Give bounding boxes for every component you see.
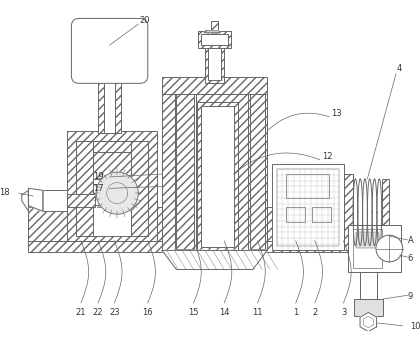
- Polygon shape: [96, 172, 138, 214]
- Bar: [277, 169, 339, 246]
- Bar: [382, 179, 389, 246]
- Text: 17: 17: [93, 184, 103, 193]
- Polygon shape: [204, 31, 221, 33]
- Text: 9: 9: [408, 292, 413, 301]
- Text: 1: 1: [293, 308, 298, 317]
- Bar: [76, 141, 148, 236]
- Text: 4: 4: [396, 64, 402, 73]
- Bar: [344, 174, 353, 251]
- Bar: [176, 85, 194, 248]
- Text: 20: 20: [140, 16, 150, 25]
- Bar: [353, 230, 382, 267]
- Bar: [93, 152, 131, 179]
- Text: A: A: [407, 236, 413, 245]
- Polygon shape: [22, 190, 29, 211]
- Bar: [162, 77, 267, 94]
- Text: 18: 18: [0, 188, 9, 197]
- Bar: [208, 48, 221, 80]
- Bar: [248, 83, 267, 251]
- Text: 22: 22: [93, 308, 103, 317]
- Polygon shape: [29, 188, 43, 211]
- Bar: [29, 207, 353, 241]
- Text: 23: 23: [109, 308, 120, 317]
- Bar: [272, 164, 344, 251]
- Bar: [211, 21, 218, 33]
- Bar: [104, 74, 116, 133]
- Bar: [286, 174, 329, 198]
- Bar: [360, 272, 377, 299]
- Bar: [175, 83, 196, 251]
- FancyBboxPatch shape: [71, 18, 148, 83]
- Bar: [98, 74, 121, 133]
- Text: 21: 21: [76, 308, 86, 317]
- Bar: [93, 141, 131, 152]
- Bar: [98, 184, 110, 207]
- Bar: [201, 34, 228, 45]
- Bar: [356, 232, 379, 247]
- Bar: [93, 152, 131, 205]
- Text: 15: 15: [188, 308, 199, 317]
- Bar: [67, 131, 158, 241]
- Bar: [93, 184, 108, 193]
- Bar: [162, 83, 267, 251]
- Polygon shape: [360, 313, 377, 332]
- Text: 11: 11: [252, 308, 263, 317]
- Bar: [205, 45, 224, 83]
- Polygon shape: [162, 251, 267, 270]
- Bar: [198, 31, 231, 48]
- Bar: [286, 207, 305, 222]
- Bar: [76, 141, 93, 236]
- Bar: [131, 141, 148, 236]
- Text: 3: 3: [341, 308, 346, 317]
- Bar: [29, 241, 353, 252]
- Bar: [67, 194, 95, 207]
- Text: 12: 12: [322, 152, 333, 161]
- Bar: [312, 207, 331, 222]
- Text: 10: 10: [410, 322, 420, 331]
- Circle shape: [376, 235, 403, 262]
- Bar: [197, 102, 238, 251]
- Text: 14: 14: [219, 308, 229, 317]
- Text: 13: 13: [331, 109, 342, 118]
- Text: 19: 19: [93, 173, 103, 181]
- Text: 2: 2: [312, 308, 318, 317]
- Text: 6: 6: [408, 254, 413, 263]
- Bar: [201, 106, 234, 246]
- Bar: [175, 83, 196, 251]
- Bar: [250, 85, 265, 248]
- Text: 16: 16: [142, 308, 153, 317]
- Bar: [348, 225, 401, 272]
- Bar: [354, 299, 383, 316]
- Bar: [43, 190, 67, 211]
